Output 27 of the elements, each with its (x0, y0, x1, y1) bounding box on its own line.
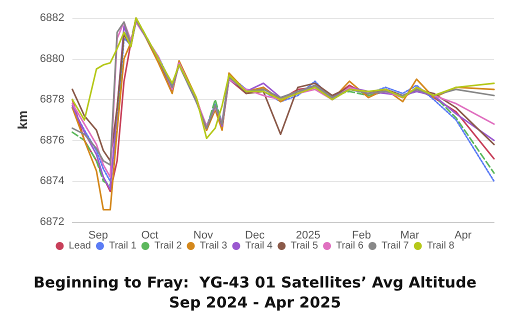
legend-label: Trail 5 (290, 240, 318, 252)
legend-label: Trail 3 (200, 240, 228, 252)
x-tick-label: Feb (352, 230, 371, 242)
y-tick-label: 6880 (40, 52, 64, 65)
legend-label: Trail 7 (381, 240, 410, 252)
text: Sep 2024 - Apr 2025 (168, 294, 342, 312)
x-tick-label: 2025 (296, 230, 320, 242)
y-tick-label: 6874 (40, 175, 64, 188)
y-tick-label: 6878 (40, 94, 64, 106)
y-axis-title: km (15, 110, 30, 130)
x-tick-label: Nov (193, 230, 214, 242)
x-tick-label: Dec (245, 230, 266, 242)
x-tick-label: Mar (400, 230, 420, 242)
x-tick-label: Apr (454, 230, 472, 242)
legend-label: Lead (68, 240, 91, 252)
legend-label: Trail 4 (245, 240, 274, 252)
x-tick-label: Oct (141, 230, 158, 242)
legend-label: Trail 8 (426, 240, 455, 252)
line-series (72, 17, 495, 140)
y-tick-label: 6882 (40, 12, 64, 24)
y-tick-label: 6872 (40, 216, 64, 228)
legend-label: Trail 6 (336, 240, 364, 252)
legend-label: Trail 1 (108, 240, 137, 252)
y-tick-label: 6876 (40, 134, 64, 146)
legend-label: Trail 2 (154, 240, 182, 252)
x-tick-label: Sep (88, 230, 108, 242)
text: Beginning to Fray: YG-43 01 Satellites’ Avg Altitude (34, 274, 476, 292)
